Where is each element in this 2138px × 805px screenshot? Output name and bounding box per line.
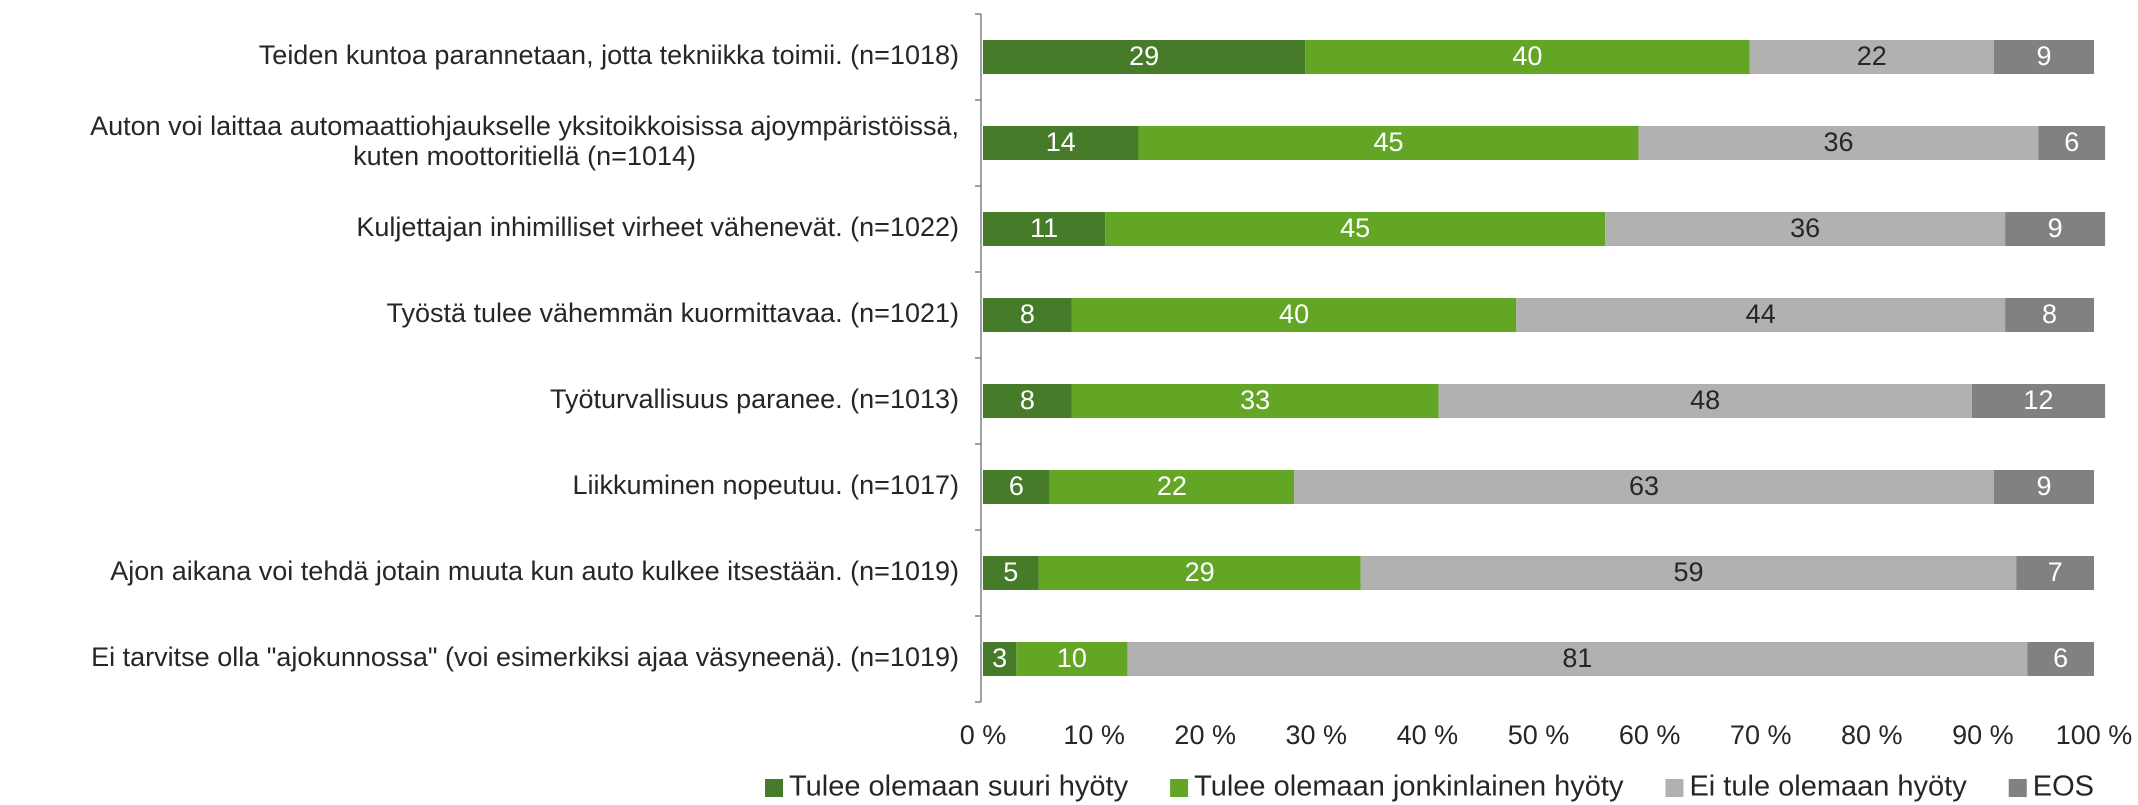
x-tick-label: 20 % (1174, 720, 1236, 750)
legend-swatch (765, 779, 784, 797)
x-tick-label: 60 % (1619, 720, 1681, 750)
bar-segment (983, 40, 1306, 74)
category-label: Auton voi laittaa automaattiohjaukselle … (90, 111, 959, 171)
bar-segment (1138, 126, 1639, 160)
data-label: 33 (1240, 385, 1270, 415)
category-label: Ei tarvitse olla "ajokunnossa" (voi esim… (91, 642, 959, 672)
bar-segment (1127, 642, 2028, 676)
category-label: Liikkuminen nopeutuu. (n=1017) (572, 470, 959, 500)
x-tick-label: 50 % (1508, 720, 1570, 750)
x-tick-label: 30 % (1286, 720, 1348, 750)
bar-segment (1438, 384, 1972, 418)
data-label: 45 (1340, 213, 1370, 243)
category-label: Kuljettajan inhimilliset virheet vähenev… (356, 212, 959, 242)
bar-segment (1105, 212, 1606, 246)
bar-segment (1305, 40, 1750, 74)
data-label: 12 (2023, 385, 2053, 415)
data-label: 6 (2064, 127, 2079, 157)
legend-label: EOS (2033, 771, 2094, 803)
data-label: 40 (1279, 299, 1309, 329)
legend: Tulee olemaan suuri hyöty Tulee olemaan j… (765, 771, 2094, 803)
bar-segment (983, 126, 1139, 160)
category-label: Työstä tulee vähemmän kuormittavaa. (n=1… (386, 298, 959, 328)
x-tick-label: 100 % (2056, 720, 2133, 750)
legend-label: Tulee olemaan suuri hyöty (789, 771, 1129, 803)
x-tick-label: 70 % (1730, 720, 1792, 750)
data-label: 8 (1020, 385, 1035, 415)
data-label: 29 (1129, 41, 1159, 71)
data-label: 6 (1009, 471, 1024, 501)
legend-swatch (1170, 779, 1189, 797)
data-label: 14 (1046, 127, 1076, 157)
data-label: 44 (1746, 299, 1776, 329)
bar-segment (1971, 384, 2106, 418)
bar-segment (1994, 470, 2094, 504)
data-label: 8 (1020, 299, 1035, 329)
data-label: 9 (2036, 471, 2051, 501)
bar-segment (2005, 212, 2106, 246)
data-label: 36 (1790, 213, 1820, 243)
data-label: 10 (1057, 643, 1087, 673)
bar-segment (1049, 470, 1295, 504)
category-label: Työturvallisuus paranee. (n=1013) (550, 384, 959, 414)
data-label: 6 (2053, 643, 2068, 673)
legend-label: Tulee olemaan jonkinlainen hyöty (1194, 771, 1624, 803)
bar-segment (1071, 384, 1439, 418)
x-tick-label: 80 % (1841, 720, 1903, 750)
legend-label: Ei tule olemaan hyöty (1689, 771, 1967, 803)
bar-segment (2016, 556, 2094, 590)
data-label: 22 (1857, 41, 1887, 71)
data-label: 5 (1003, 557, 1018, 587)
data-label: 22 (1157, 471, 1187, 501)
data-label: 40 (1512, 41, 1542, 71)
bar-segment (2027, 642, 2094, 676)
category-label: Ajon aikana voi tehdä jotain muuta kun a… (110, 556, 959, 586)
bar-segment (983, 384, 1072, 418)
legend-swatch (2008, 779, 2027, 797)
x-tick-label: 0 % (960, 720, 1007, 750)
x-tick-label: 10 % (1063, 720, 1125, 750)
data-label: 29 (1185, 557, 1215, 587)
bar-segment (1071, 298, 1517, 332)
bar-segment (983, 212, 1106, 246)
bar-segment (1294, 470, 1995, 504)
bar-segment (983, 298, 1072, 332)
data-label: 7 (2048, 557, 2063, 587)
data-label: 48 (1690, 385, 1720, 415)
bar-segment (1605, 212, 2006, 246)
data-label: 45 (1373, 127, 1403, 157)
legend-swatch (1665, 779, 1684, 797)
bar-segment (983, 642, 1017, 676)
data-label: 11 (1030, 213, 1058, 243)
data-label: 63 (1629, 471, 1659, 501)
bar-segment (1749, 40, 1995, 74)
bar-segment (983, 470, 1050, 504)
category-label: Teiden kuntoa parannetaan, jotta tekniik… (259, 40, 959, 70)
data-label: 3 (992, 643, 1007, 673)
bar-segment (2005, 298, 2094, 332)
bar-segment (1038, 556, 1361, 590)
data-label: 9 (2036, 41, 2051, 71)
bar-segment (1360, 556, 2017, 590)
bar-segment (983, 556, 1039, 590)
bar-segment (2038, 126, 2106, 160)
x-tick-label: 90 % (1952, 720, 2014, 750)
data-label: 8 (2042, 299, 2057, 329)
data-label: 59 (1673, 557, 1703, 587)
data-label: 9 (2048, 213, 2063, 243)
data-label: 36 (1823, 127, 1853, 157)
bar-segment (1516, 298, 2006, 332)
bar-segment (1994, 40, 2094, 74)
data-label: 81 (1562, 643, 1592, 673)
x-tick-label: 40 % (1397, 720, 1459, 750)
bar-segment (1016, 642, 1128, 676)
bar-segment (1638, 126, 2039, 160)
